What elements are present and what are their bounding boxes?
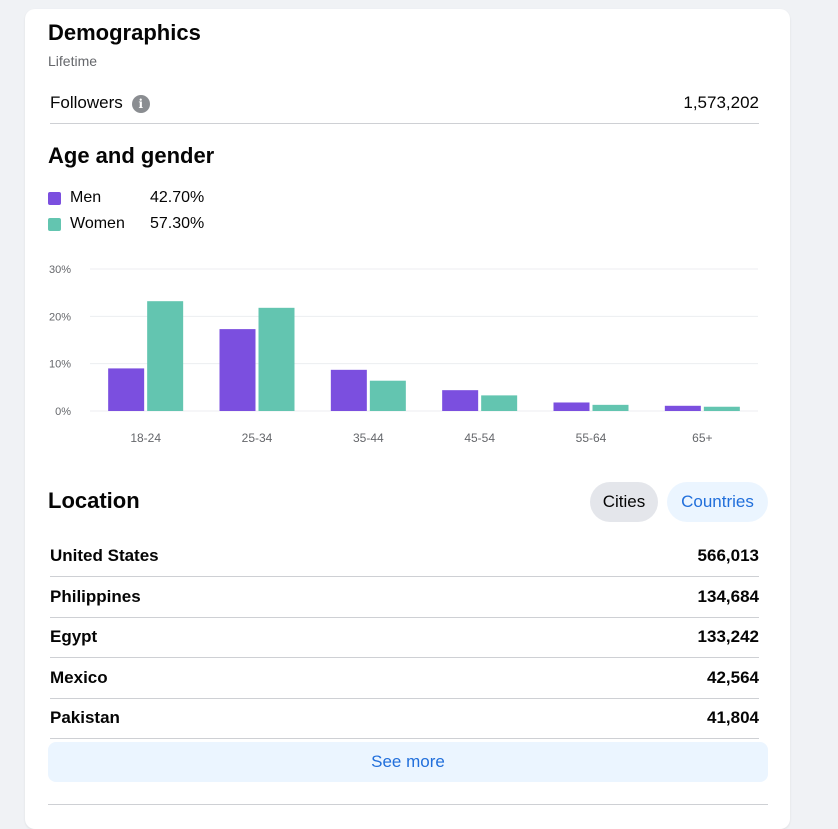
bar-women-45-54[interactable]	[481, 395, 518, 411]
legend-women-value: 57.30%	[150, 215, 205, 232]
x-tick-label: 65+	[692, 431, 712, 445]
location-value: 41,804	[707, 708, 759, 727]
followers-label: Followers	[50, 93, 123, 112]
legend-men-label: Men	[70, 189, 102, 206]
x-tick-label: 45-54	[464, 431, 495, 445]
location-row: Mexico 42,564	[50, 658, 759, 699]
bar-men-55-64[interactable]	[553, 402, 590, 411]
bar-women-18-24[interactable]	[147, 301, 184, 411]
bar-men-65+[interactable]	[664, 405, 701, 411]
cities-filter-button[interactable]: Cities	[590, 482, 658, 522]
legend-women-label: Women	[70, 215, 125, 232]
location-name: Philippines	[50, 587, 141, 606]
followers-row: Followers i 1,573,202	[50, 83, 759, 124]
demographics-card	[25, 9, 790, 829]
y-tick-label: 10%	[49, 359, 71, 371]
page-title: Demographics	[48, 20, 201, 45]
location-value: 566,013	[697, 546, 759, 565]
divider	[48, 804, 768, 805]
bar-men-35-44[interactable]	[330, 369, 367, 411]
legend-women: Women 57.30%	[48, 213, 204, 235]
countries-filter-button[interactable]: Countries	[667, 482, 768, 522]
women-swatch-icon	[48, 217, 61, 231]
location-value: 133,242	[697, 627, 759, 646]
age-gender-chart: 0% 10% 20% 30% 18-24 25-34 35-44 45-54 55-64 65+	[49, 264, 758, 445]
bar-women-35-44[interactable]	[369, 380, 406, 411]
bar-men-45-54[interactable]	[442, 390, 479, 411]
x-tick-label: 18-24	[130, 431, 161, 445]
bar-women-65+[interactable]	[703, 406, 740, 411]
bar-men-18-24[interactable]	[108, 368, 145, 411]
y-tick-label: 30%	[49, 264, 71, 276]
age-gender-title: Age and gender	[48, 143, 215, 168]
see-more-button[interactable]: See more	[48, 742, 768, 782]
location-name: Pakistan	[50, 708, 120, 727]
location-row: Egypt 133,242	[50, 617, 759, 658]
followers-label-group: Followers i	[50, 93, 150, 113]
location-title: Location	[48, 488, 140, 513]
location-name: Egypt	[50, 627, 98, 646]
x-tick-label: 55-64	[576, 431, 607, 445]
location-row: United States 566,013	[50, 536, 759, 577]
bar-women-25-34[interactable]	[258, 307, 295, 411]
period-label: Lifetime	[48, 53, 98, 69]
location-row: Pakistan 41,804	[50, 698, 759, 739]
bar-women-55-64[interactable]	[592, 404, 629, 411]
bar-men-25-34[interactable]	[219, 329, 256, 411]
y-tick-label: 0%	[55, 406, 71, 418]
x-tick-label: 35-44	[353, 431, 384, 445]
legend-men-value: 42.70%	[150, 189, 205, 206]
followers-value: 1,573,202	[683, 93, 759, 112]
location-row: Philippines 134,684	[50, 577, 759, 618]
location-name: United States	[50, 546, 159, 565]
x-tick-label: 25-34	[242, 431, 273, 445]
location-value: 42,564	[707, 668, 759, 687]
location-value: 134,684	[697, 587, 759, 606]
info-icon[interactable]: i	[131, 94, 150, 113]
legend-men: Men 42.70%	[48, 187, 204, 209]
men-swatch-icon	[48, 191, 61, 205]
location-name: Mexico	[50, 668, 108, 687]
y-tick-label: 20%	[49, 311, 71, 323]
